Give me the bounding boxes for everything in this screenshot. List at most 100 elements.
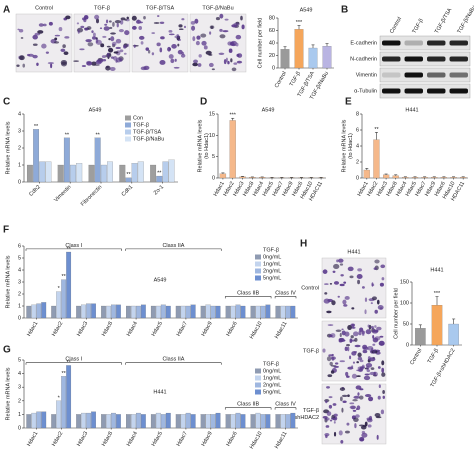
cell bbox=[353, 351, 358, 353]
cell bbox=[115, 46, 121, 49]
cell bbox=[65, 15, 71, 20]
blot-row-label: E-cadherin bbox=[350, 40, 377, 46]
cell bbox=[160, 36, 165, 40]
cell bbox=[223, 59, 227, 65]
y-tick-label: 4 bbox=[18, 111, 21, 117]
bar bbox=[155, 412, 161, 429]
bar bbox=[51, 414, 57, 429]
cell bbox=[109, 26, 113, 30]
cell bbox=[372, 335, 375, 339]
blot-band bbox=[427, 40, 446, 46]
cell bbox=[119, 19, 124, 25]
cell bbox=[143, 16, 146, 20]
cell bbox=[322, 269, 328, 274]
cell bbox=[133, 44, 136, 48]
cell bbox=[382, 389, 385, 395]
cell bbox=[381, 367, 385, 373]
cell bbox=[334, 362, 339, 365]
bar bbox=[215, 305, 221, 319]
cell bbox=[228, 48, 233, 53]
legend-label: TGF-β/TSA bbox=[133, 129, 162, 135]
bar bbox=[168, 159, 175, 183]
cell bbox=[215, 16, 220, 21]
bar bbox=[260, 414, 266, 429]
blot-band bbox=[404, 72, 423, 78]
y-axis-label: Relative mRNA levels bbox=[197, 119, 203, 172]
cell bbox=[211, 68, 215, 71]
cell bbox=[176, 33, 179, 37]
cell bbox=[92, 32, 96, 37]
cell bbox=[104, 23, 108, 26]
bar bbox=[225, 414, 231, 429]
cell bbox=[240, 15, 243, 21]
cell bbox=[95, 18, 100, 24]
group-label: Class IV bbox=[275, 402, 296, 408]
cell bbox=[347, 266, 354, 272]
y-tick-label: 0 bbox=[18, 179, 21, 185]
bar bbox=[81, 412, 86, 429]
significance-label: *** bbox=[296, 20, 303, 26]
cell bbox=[326, 386, 330, 389]
cell bbox=[198, 54, 202, 58]
x-tick-label: Cdh1 bbox=[121, 184, 135, 198]
bar bbox=[294, 29, 304, 69]
cell bbox=[94, 64, 100, 66]
chart-title: H441 bbox=[405, 107, 418, 113]
bar bbox=[111, 304, 116, 319]
cell bbox=[344, 346, 348, 351]
cell bbox=[123, 44, 127, 49]
cell bbox=[371, 282, 374, 287]
legend-swatch bbox=[255, 261, 261, 267]
bar bbox=[322, 46, 332, 69]
bar bbox=[190, 304, 196, 319]
cell bbox=[208, 62, 214, 68]
significance-label: * bbox=[58, 395, 61, 401]
cell bbox=[331, 300, 336, 306]
cell bbox=[111, 41, 117, 46]
y-tick-label: 6 bbox=[18, 243, 21, 249]
chart-title: H441 bbox=[153, 389, 166, 395]
blot-strip bbox=[379, 83, 471, 99]
cell bbox=[337, 258, 344, 263]
cell bbox=[324, 283, 329, 285]
bar bbox=[225, 305, 231, 319]
bar bbox=[431, 177, 438, 179]
cell bbox=[17, 28, 20, 31]
legend-label: TGF-β/NaBu bbox=[133, 136, 164, 142]
y-tick-label: 40 bbox=[269, 40, 275, 46]
cell bbox=[339, 387, 346, 391]
bar bbox=[290, 412, 296, 429]
cell bbox=[327, 374, 333, 378]
x-tick-label: Hdac1 bbox=[26, 431, 39, 448]
y-axis-label: Relative mRNA levels bbox=[341, 119, 347, 172]
y-axis-label: Cell number per field bbox=[393, 288, 399, 339]
x-tick-label: Hdac9 bbox=[201, 321, 214, 338]
legend-label: 2ng/mL bbox=[263, 382, 281, 388]
blot-row-label: Vimentin bbox=[356, 72, 377, 78]
cell bbox=[171, 44, 177, 49]
cell bbox=[140, 66, 147, 71]
bar bbox=[235, 412, 241, 429]
cell bbox=[116, 23, 119, 28]
cell bbox=[360, 425, 367, 430]
bar bbox=[31, 304, 37, 319]
cell bbox=[356, 273, 363, 280]
significance-label: ** bbox=[66, 246, 71, 252]
cell bbox=[351, 307, 355, 310]
y-tick-label: 8 bbox=[356, 111, 359, 117]
y-tick-label: 150 bbox=[400, 279, 409, 285]
cell bbox=[339, 283, 345, 287]
bar bbox=[255, 412, 261, 429]
bar bbox=[411, 177, 419, 179]
cell bbox=[119, 49, 124, 53]
bar bbox=[41, 302, 47, 319]
legend-swatch bbox=[255, 268, 261, 274]
legend-label: TGF-β bbox=[133, 122, 149, 128]
cell bbox=[366, 369, 371, 373]
cell bbox=[328, 396, 333, 399]
bar bbox=[165, 412, 171, 429]
bar bbox=[150, 414, 156, 429]
blot-band bbox=[382, 72, 401, 78]
x-tick-label: Hdac11 bbox=[274, 321, 288, 340]
